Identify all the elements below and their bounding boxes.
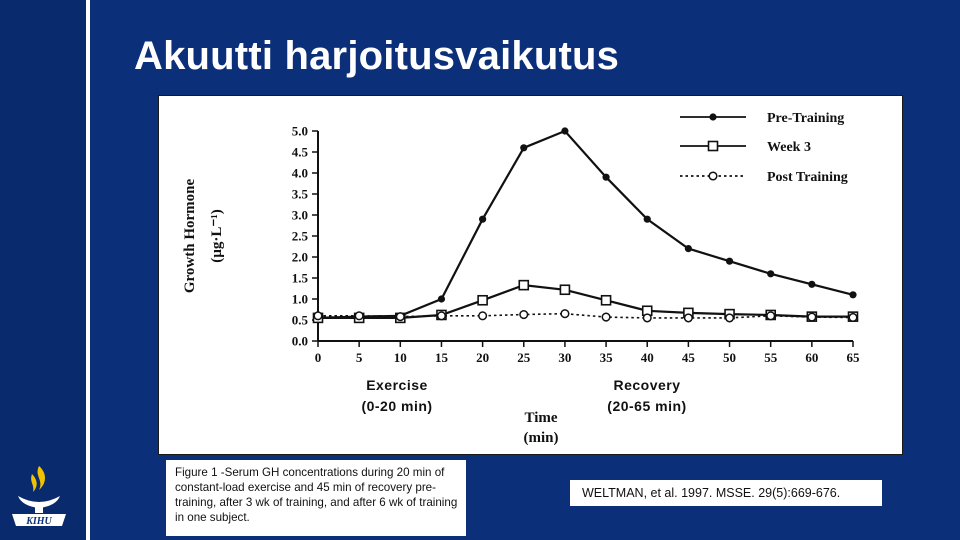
x-tick-label: 50 — [723, 350, 736, 365]
data-point — [478, 311, 488, 321]
data-point — [395, 312, 405, 322]
x-axis-title: Time — [524, 410, 557, 426]
y-tick-label: 4.5 — [292, 145, 309, 160]
y-tick-label: 2.5 — [292, 229, 309, 244]
x-tick-label: 20 — [476, 350, 489, 365]
x-tick-label: 10 — [394, 350, 407, 365]
data-point — [642, 313, 652, 323]
legend-label: Week 3 — [767, 140, 811, 155]
data-point — [519, 309, 529, 320]
svg-text:KIHU: KIHU — [25, 516, 52, 527]
x-tick-label: 25 — [517, 350, 531, 365]
data-point — [518, 279, 530, 291]
chart-axes: 0.0 0.5 1.0 1.5 2.0 2.5 3.0 3.5 4.0 4.5 5.0 0 5 10 15 2… — [292, 124, 860, 366]
data-point — [436, 311, 447, 321]
citation: WELTMAN, et al. 1997. MSSE. 29(5):669-67… — [582, 486, 841, 500]
x-tick-label: 30 — [558, 350, 571, 365]
slide-title: Akuutti harjoitusvaikutus — [134, 34, 620, 78]
phase-range-label: (20-65 min) — [607, 398, 686, 414]
y-tick-label: 0.5 — [292, 313, 309, 328]
kihu-logo-icon: KIHU — [12, 466, 66, 527]
left-band — [0, 0, 86, 540]
data-point — [684, 245, 692, 253]
data-point — [725, 257, 734, 265]
data-point — [479, 215, 487, 223]
x-axis-unit: (min) — [524, 430, 559, 446]
x-tick-label: 15 — [435, 350, 449, 365]
data-point — [437, 295, 446, 303]
legend-marker — [709, 113, 717, 121]
citation-box: WELTMAN, et al. 1997. MSSE. 29(5):669-67… — [570, 480, 882, 506]
data-point — [600, 294, 612, 306]
figure-caption: Figure 1 -Serum GH concentrations during… — [175, 466, 458, 524]
y-tick-label: 5.0 — [292, 124, 308, 139]
data-point — [849, 291, 857, 299]
data-point — [354, 311, 364, 321]
series-line-3 — [318, 312, 854, 319]
data-point — [313, 311, 323, 321]
data-point — [848, 312, 858, 323]
data-point — [559, 284, 571, 296]
legend-label: Pre-Training — [767, 111, 844, 126]
phase-label: Recovery — [613, 377, 680, 393]
series-line-1 — [317, 129, 854, 319]
figure-caption-box: Figure 1 -Serum GH concentrations during… — [166, 460, 466, 536]
data-point — [602, 173, 610, 181]
chart-panel: 0.0 0.5 1.0 1.5 2.0 2.5 3.0 3.5 4.0 4.5 5.0 0 5 10 15 2… — [158, 95, 903, 455]
data-point — [477, 294, 488, 306]
x-tick-label: 5 — [356, 350, 363, 365]
x-tick-label: 40 — [641, 350, 654, 365]
data-point — [520, 144, 528, 152]
y-axis-unit: (µg·L⁻¹) — [209, 209, 225, 263]
data-point — [724, 313, 735, 323]
chart-legend: Pre-Training Week 3 Post Training — [680, 111, 848, 185]
data-point — [683, 313, 693, 323]
data-point — [560, 309, 570, 319]
left-divider — [86, 0, 90, 540]
x-tick-label: 55 — [764, 350, 778, 365]
data-point — [601, 312, 611, 322]
x-tick-label: 60 — [805, 350, 818, 365]
data-point — [807, 312, 817, 322]
data-point — [643, 215, 651, 223]
x-tick-label: 45 — [682, 350, 696, 365]
y-tick-label: 1.0 — [292, 292, 308, 307]
x-tick-label: 0 — [315, 350, 322, 365]
chart-labels: Growth Hormone (µg·L⁻¹) Exercise (0-20 min)… — [182, 179, 686, 446]
y-tick-label: 4.0 — [292, 166, 308, 181]
y-tick-label: 2.0 — [292, 250, 308, 265]
legend-label: Post Training — [767, 170, 848, 185]
y-tick-label: 3.0 — [292, 208, 308, 223]
phase-range-label: (0-20 min) — [361, 398, 432, 414]
data-point — [767, 270, 775, 278]
y-axis-title: Growth Hormone — [182, 179, 198, 294]
chart-series — [312, 127, 859, 324]
y-tick-label: 3.5 — [292, 187, 309, 202]
y-tick-label: 0.0 — [292, 334, 308, 349]
series-line-2 — [318, 283, 853, 319]
growth-hormone-chart: 0.0 0.5 1.0 1.5 2.0 2.5 3.0 3.5 4.0 4.5 5.0 0 5 10 15 2… — [182, 111, 860, 446]
data-point — [808, 280, 816, 288]
data-point — [766, 311, 776, 321]
legend-marker — [708, 171, 718, 181]
x-tick-label: 35 — [600, 350, 614, 365]
x-tick-label: 65 — [847, 350, 861, 365]
legend-marker — [707, 140, 719, 152]
y-tick-label: 1.5 — [292, 271, 309, 286]
data-point — [561, 127, 569, 135]
phase-label: Exercise — [366, 377, 428, 393]
